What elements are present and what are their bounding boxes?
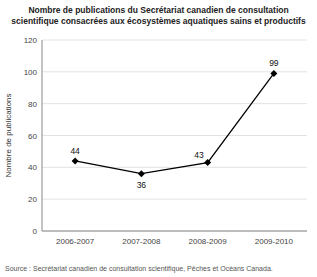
grid-line	[42, 71, 307, 72]
grid-line	[42, 103, 307, 104]
grid-line	[42, 199, 307, 200]
x-tick-label: 2007-2008	[122, 237, 161, 246]
line	[75, 73, 274, 173]
marker	[138, 170, 145, 177]
y-tick-label: 20	[28, 195, 37, 204]
x-tick-label: 2006-2007	[56, 237, 95, 246]
grid-line	[42, 40, 307, 41]
chart: Nombre de publications du Secrétariat ca…	[0, 0, 317, 277]
x-axis	[42, 231, 307, 232]
plot-area	[72, 70, 278, 177]
data-label: 36	[137, 180, 147, 190]
y-tick-label: 0	[33, 227, 38, 236]
y-tick-label: 60	[28, 132, 37, 141]
y-axis	[42, 40, 43, 231]
marker	[270, 70, 277, 77]
y-tick-label: 80	[28, 100, 37, 109]
marker	[72, 157, 79, 164]
y-tick-label: 120	[24, 36, 38, 45]
x-tick-label: 2009-2010	[255, 237, 294, 246]
y-axis-label: Nombre de publications	[4, 93, 13, 177]
marker	[204, 159, 211, 166]
title: Nombre de publications du Secrétariat ca…	[11, 5, 306, 26]
data-label: 43	[194, 150, 204, 160]
title-line: scientifique consacrées aux écosystèmes …	[11, 16, 306, 26]
y-tick-label: 40	[28, 163, 37, 172]
title-line: Nombre de publications du Secrétariat ca…	[28, 5, 288, 15]
source-note: Source : Secrétariat canadien de consult…	[5, 265, 273, 273]
data-label: 44	[70, 146, 80, 156]
grid	[42, 40, 307, 231]
x-tick-label: 2008-2009	[188, 237, 227, 246]
grid-line	[42, 135, 307, 136]
grid-line	[42, 231, 307, 232]
y-tick-label: 100	[24, 68, 38, 77]
data-label: 99	[269, 58, 279, 68]
